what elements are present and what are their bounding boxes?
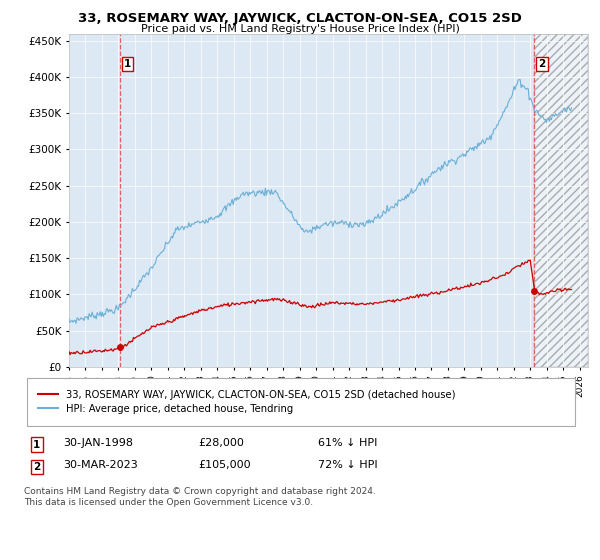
Text: Price paid vs. HM Land Registry's House Price Index (HPI): Price paid vs. HM Land Registry's House … (140, 24, 460, 34)
Text: £28,000: £28,000 (198, 438, 244, 448)
Text: 33, ROSEMARY WAY, JAYWICK, CLACTON-ON-SEA, CO15 2SD: 33, ROSEMARY WAY, JAYWICK, CLACTON-ON-SE… (78, 12, 522, 25)
FancyBboxPatch shape (27, 378, 575, 426)
Legend: 33, ROSEMARY WAY, JAYWICK, CLACTON-ON-SEA, CO15 2SD (detached house), HPI: Avera: 33, ROSEMARY WAY, JAYWICK, CLACTON-ON-SE… (35, 387, 458, 417)
Text: 30-JAN-1998: 30-JAN-1998 (63, 438, 133, 448)
Text: 72% ↓ HPI: 72% ↓ HPI (318, 460, 377, 470)
Text: £105,000: £105,000 (198, 460, 251, 470)
Text: 30-MAR-2023: 30-MAR-2023 (63, 460, 138, 470)
Text: 1: 1 (33, 440, 40, 450)
Text: 2: 2 (539, 59, 546, 69)
Text: Contains HM Land Registry data © Crown copyright and database right 2024.
This d: Contains HM Land Registry data © Crown c… (24, 487, 376, 507)
Text: 2: 2 (33, 462, 40, 472)
Text: 61% ↓ HPI: 61% ↓ HPI (318, 438, 377, 448)
Text: 1: 1 (124, 59, 131, 69)
